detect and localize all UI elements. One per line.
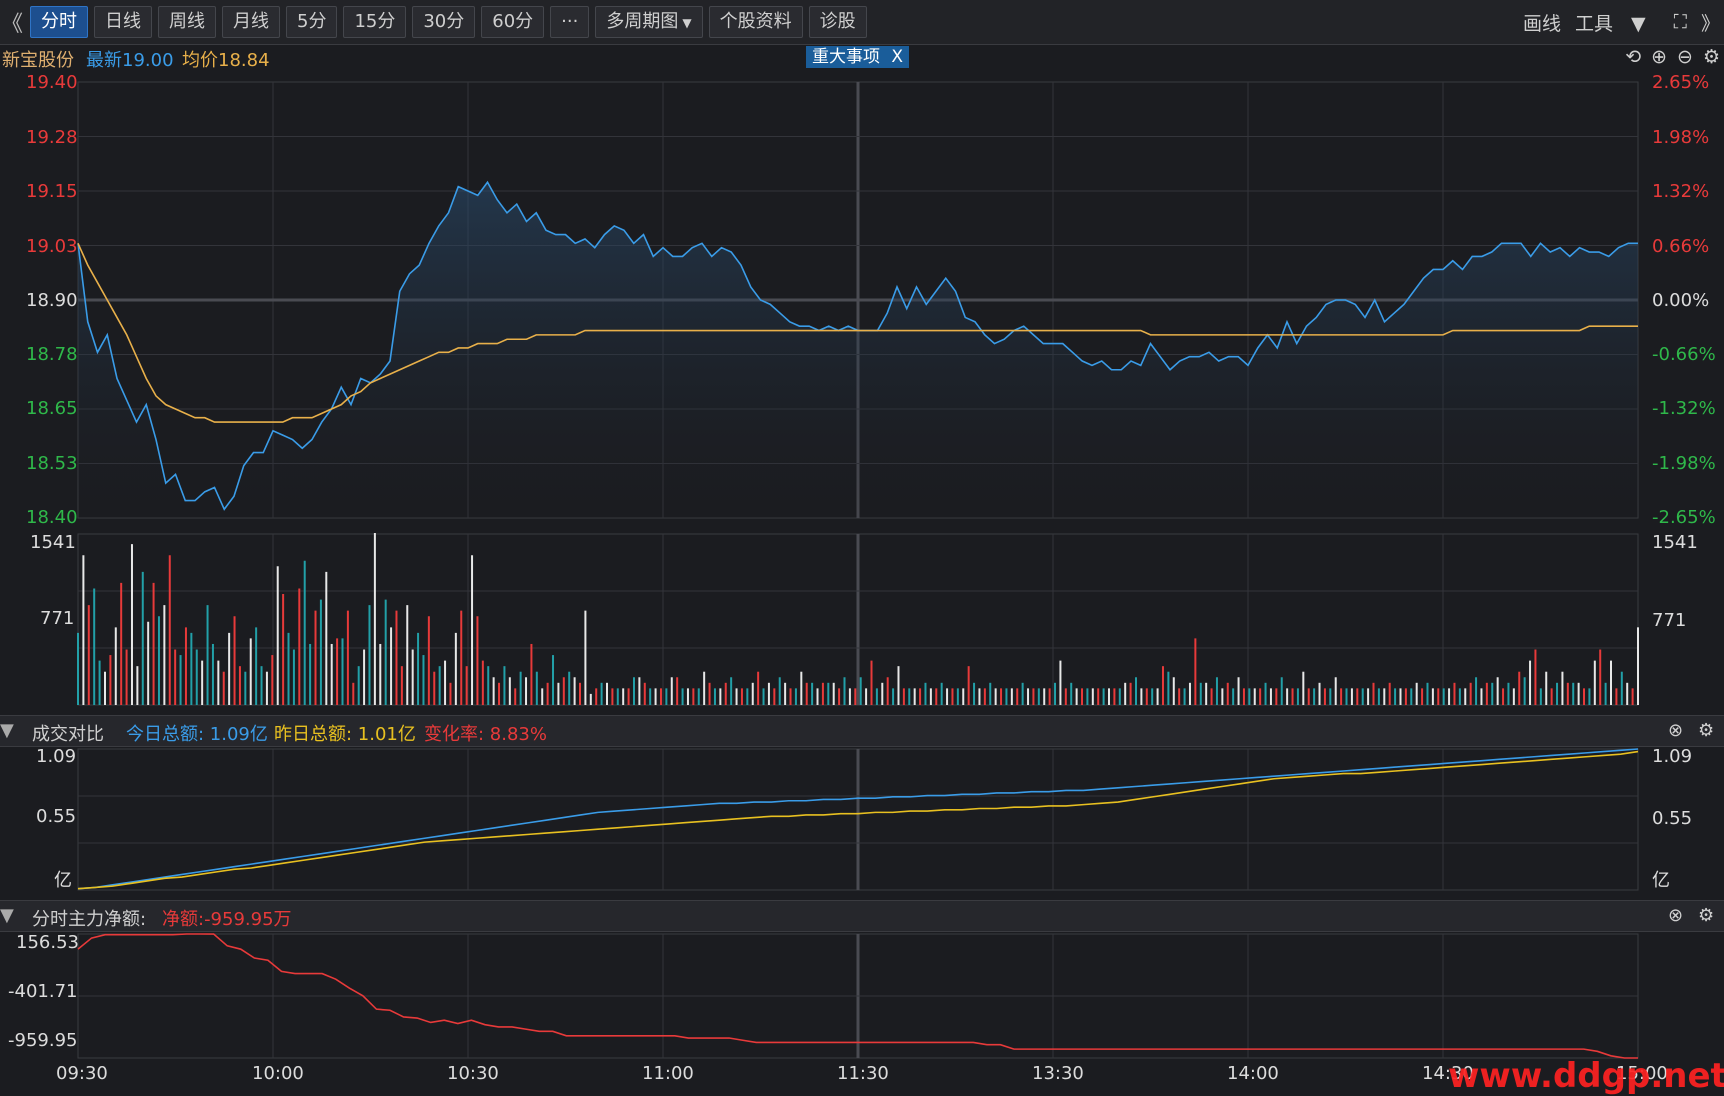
pct-tick: 1.32% [1652,181,1710,202]
tab-daily[interactable]: 日线 [94,6,152,38]
fullscreen-icon[interactable]: ⛶ [1673,11,1687,33]
tools-label: 工具 [1575,12,1614,35]
compare-tick: 0.55 [1652,808,1693,829]
price-tick: 19.40 [26,72,78,93]
collapse-right-icon[interactable]: 》 [1700,12,1720,35]
price-tick: 18.53 [26,453,78,474]
time-tick: 14:00 [1227,1063,1279,1084]
time-tick: 10:00 [252,1063,304,1084]
gear-icon[interactable]: ⚙ [1702,46,1720,68]
compare-tick: 1.09 [1652,746,1693,767]
compare-tick: 1.09 [36,746,77,767]
today-turnover-line [77,748,1639,890]
stock-profile-button[interactable]: 个股资料 [708,6,803,38]
time-tick: 10:30 [447,1063,499,1084]
tab-5min[interactable]: 5分 [286,6,338,38]
collapse-icon[interactable]: ▼ [0,720,14,741]
draw-line-button[interactable]: 画线 [1523,12,1562,35]
netflow-tick: -959.95 [8,1030,78,1051]
netflow-tick: 156.53 [16,932,79,953]
pct-tick: -0.66% [1652,344,1716,365]
pct-tick: -1.98% [1652,453,1716,474]
close-icon[interactable]: ⊗ [1668,720,1684,741]
compare-tick: 0.55 [36,806,77,827]
compare-tick: 亿 [1652,870,1670,891]
compare-tick: 亿 [54,870,72,891]
pct-tick: -1.32% [1652,398,1716,419]
price-tick: 19.15 [26,181,78,202]
collapse-icon[interactable]: ▼ [0,905,14,926]
tab-monthly[interactable]: 月线 [222,6,280,38]
stock-info-bar: 新宝股份 最新19.00 均价18.84 [0,44,1724,71]
tab-15min[interactable]: 15分 [343,6,407,38]
netflow-line [77,933,1638,1059]
change-rate: 变化率: 8.83% [424,724,547,745]
undo-icon[interactable]: ⟲ [1625,46,1642,68]
close-icon[interactable]: ⊗ [1668,905,1684,926]
watermark: www.ddgp.net [1448,1056,1724,1096]
time-tick: 14:30 [1422,1063,1474,1084]
gear-icon[interactable]: ⚙ [1698,720,1715,741]
pct-tick: 1.98% [1652,127,1710,148]
panel-title: 分时主力净额: [32,909,147,930]
average-price: 均价18.84 [182,50,270,71]
zoom-in-icon[interactable]: ⊕ [1651,46,1668,68]
yesterday-turnover-line [77,750,1639,890]
volume-tick: 1541 [1652,532,1698,553]
yesterday-total: 昨日总额: 1.01亿 [274,724,416,745]
multi-period-label: 多周期图 [606,11,679,32]
pct-tick: 0.66% [1652,236,1710,257]
pct-tick: 0.00% [1652,290,1710,311]
close-icon[interactable]: X [891,47,904,67]
today-total: 今日总额: 1.09亿 [126,724,268,745]
price-tick: 18.40 [26,507,78,528]
zoom-out-icon[interactable]: ⊖ [1677,46,1693,68]
time-tick: 15:00 [1616,1063,1668,1084]
time-tick: 11:30 [837,1063,889,1084]
main-netflow-header: ▼ 分时主力净额: 净额:-959.95万 ⊗ ⚙ [0,900,1724,932]
more-button[interactable]: ··· [550,6,590,38]
tab-intraday[interactable]: 分时 [30,6,88,38]
latest-price: 最新19.00 [86,50,174,71]
tools-dropdown[interactable]: 工具 ▼ [1575,9,1660,36]
gear-icon[interactable]: ⚙ [1698,905,1715,926]
volume-tick: 771 [40,608,75,629]
panel-title: 成交对比 [32,724,104,745]
price-tick: 18.78 [26,344,78,365]
turnover-compare-header: ▼ 成交对比 今日总额: 1.09亿 昨日总额: 1.01亿 变化率: 8.83… [0,715,1724,747]
pct-tick: -2.65% [1652,507,1716,528]
price-tick: 19.28 [26,127,78,148]
tab-60min[interactable]: 60分 [481,6,545,38]
price-tick: 18.65 [26,398,78,419]
volume-tick: 1541 [30,532,76,553]
time-tick: 11:00 [642,1063,694,1084]
major-event-tag[interactable]: 重大事项 X [806,46,910,68]
multi-period-dropdown[interactable]: 多周期图 ▼ [595,6,703,38]
price-area [78,182,1638,518]
average-line [77,242,1638,423]
time-tick: 13:30 [1032,1063,1084,1084]
pct-tick: 2.65% [1652,72,1710,93]
price-tick: 19.03 [26,236,78,257]
time-tick: 09:30 [56,1063,108,1084]
netflow-tick: -401.71 [8,981,78,1002]
price-tick: 18.90 [26,290,78,311]
major-event-label: 重大事项 [812,47,880,67]
tab-30min[interactable]: 30分 [412,6,476,38]
net-amount: 净额:-959.95万 [162,909,292,930]
tab-weekly[interactable]: 周线 [158,6,216,38]
chart-controls: ⟲ ⊕ ⊖ ⚙ [1615,44,1720,70]
period-toolbar: 《 分时 日线 周线 月线 5分 15分 30分 60分 ··· 多周期图 ▼ 个… [0,0,1724,45]
chevron-down-icon: ▼ [682,16,692,30]
diagnose-button[interactable]: 诊股 [808,6,867,38]
collapse-left-icon[interactable]: 《 [0,12,23,37]
chevron-down-icon: ▼ [1631,12,1646,35]
volume-tick: 771 [1652,610,1687,631]
stock-name: 新宝股份 [2,50,74,71]
